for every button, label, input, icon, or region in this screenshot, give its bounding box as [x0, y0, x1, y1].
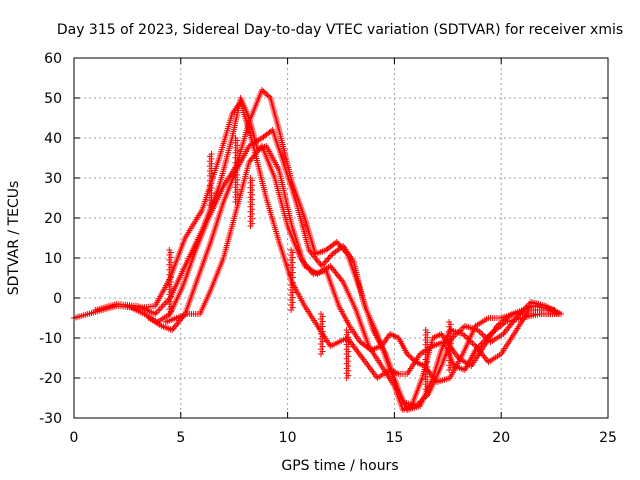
data-point — [317, 311, 324, 317]
series-track-1 — [71, 99, 565, 381]
y-axis-label: SDTVAR / TECUs — [6, 181, 22, 296]
series-track-2 — [92, 95, 558, 413]
data-point — [263, 91, 270, 97]
y-tick-label: -10 — [39, 331, 62, 347]
data-point — [266, 93, 273, 100]
y-tick-label: 20 — [44, 211, 62, 227]
y-tick-label: 60 — [44, 51, 62, 67]
x-tick-label: 25 — [599, 430, 617, 446]
data-point — [208, 151, 215, 157]
plot-frame — [73, 57, 609, 419]
data-point — [404, 351, 411, 357]
data-point — [232, 135, 239, 141]
data-point — [326, 254, 333, 260]
dropout-trail — [343, 327, 352, 381]
series-track-5 — [162, 143, 565, 385]
y-tick-label: 0 — [53, 291, 62, 307]
y-tick-label: 50 — [44, 91, 62, 107]
dropout-trail — [422, 327, 431, 397]
y-tick-label: -20 — [39, 371, 62, 387]
data-point — [322, 258, 329, 265]
data-point — [261, 89, 268, 96]
data-point — [325, 255, 332, 262]
dropout-trail — [247, 175, 256, 229]
grid-lines — [74, 58, 608, 418]
data-point — [264, 92, 271, 99]
data-point — [166, 247, 173, 253]
x-axis-ticks: 0 5 10 15 20 25 — [70, 58, 617, 446]
dropout-trail — [446, 319, 454, 373]
y-tick-label: 40 — [44, 131, 62, 147]
chart-title: Day 315 of 2023, Sidereal Day-to-day VTE… — [57, 22, 623, 38]
data-point — [247, 175, 254, 181]
series-track-4 — [145, 127, 565, 409]
dropout-trail — [206, 151, 215, 213]
data-point — [446, 319, 453, 325]
y-tick-label: 10 — [44, 251, 62, 267]
data-point — [411, 357, 418, 364]
x-tick-label: 5 — [176, 430, 185, 446]
dropout-trail — [288, 247, 296, 313]
data-point — [288, 247, 295, 253]
dropout-trail — [317, 311, 326, 357]
dropout-trail — [166, 247, 174, 317]
x-tick-label: 15 — [385, 430, 403, 446]
data-point — [558, 311, 565, 317]
data-point — [258, 87, 265, 93]
data-point — [343, 327, 350, 333]
data-point — [408, 355, 415, 361]
x-tick-label: 20 — [492, 430, 510, 446]
dropout-trail — [232, 135, 241, 205]
data-point — [321, 260, 328, 266]
y-tick-label: 30 — [44, 171, 62, 187]
x-tick-label: 0 — [70, 430, 79, 446]
data-point — [409, 356, 416, 363]
y-tick-label: -30 — [39, 411, 62, 427]
data-point — [422, 327, 429, 333]
y-axis-ticks: -30 -20 -10 0 10 20 30 40 50 60 — [39, 51, 608, 427]
x-tick-label: 10 — [279, 430, 297, 446]
data-point — [405, 352, 412, 359]
data-point — [260, 88, 267, 95]
x-axis-label: GPS time / hours — [281, 458, 398, 474]
data-point — [407, 353, 414, 360]
data-marks — [71, 87, 565, 413]
